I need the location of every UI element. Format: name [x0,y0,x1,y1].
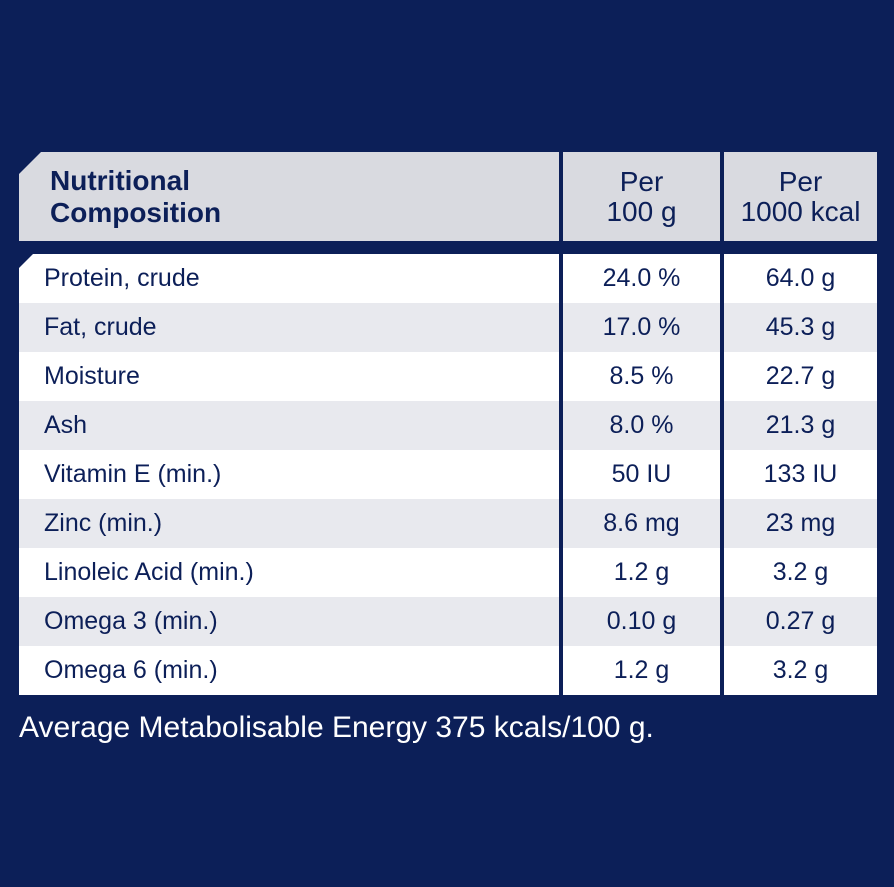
value-per-1000kcal: 3.2 g [724,646,877,695]
header-nutritional-composition: Nutritional Composition [19,152,559,241]
value-per-1000kcal: 3.2 g [724,548,877,597]
table-row: Fat, crude 17.0 % 45.3 g [19,303,877,352]
table-row: Ash 8.0 % 21.3 g [19,401,877,450]
value-per-1000kcal: 0.27 g [724,597,877,646]
value-per-100g: 8.5 % [563,352,720,401]
value-per-100g: 24.0 % [563,254,720,303]
nutrient-name: Omega 6 (min.) [19,646,559,695]
nutrient-name: Vitamin E (min.) [19,450,559,499]
nutrient-name: Zinc (min.) [19,499,559,548]
table-row: Protein, crude 24.0 % 64.0 g [19,254,877,303]
nutrient-name: Ash [19,401,559,450]
table-row: Omega 3 (min.) 0.10 g 0.27 g [19,597,877,646]
value-per-1000kcal: 64.0 g [724,254,877,303]
header-per-100g: Per 100 g [563,152,720,241]
header-col1-line2: 100 g [606,195,677,227]
value-per-100g: 17.0 % [563,303,720,352]
value-per-1000kcal: 45.3 g [724,303,877,352]
value-per-1000kcal: 21.3 g [724,401,877,450]
table-row: Linoleic Acid (min.) 1.2 g 3.2 g [19,548,877,597]
table-row: Omega 6 (min.) 1.2 g 3.2 g [19,646,877,695]
table-row: Moisture 8.5 % 22.7 g [19,352,877,401]
header-label-line1: Nutritional [50,164,190,196]
value-per-100g: 50 IU [563,450,720,499]
table-row: Zinc (min.) 8.6 mg 23 mg [19,499,877,548]
value-per-100g: 8.0 % [563,401,720,450]
nutrient-name: Protein, crude [19,254,559,303]
value-per-100g: 1.2 g [563,646,720,695]
table-header-row: Nutritional Composition Per 100 g Per 10… [19,152,877,241]
value-per-100g: 8.6 mg [563,499,720,548]
value-per-1000kcal: 22.7 g [724,352,877,401]
nutrient-name: Omega 3 (min.) [19,597,559,646]
value-per-100g: 0.10 g [563,597,720,646]
energy-footnote: Average Metabolisable Energy 375 kcals/1… [19,711,654,744]
value-per-100g: 1.2 g [563,548,720,597]
nutrient-name: Moisture [19,352,559,401]
nutrition-table: Nutritional Composition Per 100 g Per 10… [19,152,877,695]
nutrient-name: Fat, crude [19,303,559,352]
table-row: Vitamin E (min.) 50 IU 133 IU [19,450,877,499]
header-col2-line1: Per [778,165,823,197]
header-col1-line1: Per [619,165,664,197]
header-label-line2: Composition [50,196,222,228]
value-per-1000kcal: 23 mg [724,499,877,548]
value-per-1000kcal: 133 IU [724,450,877,499]
nutrient-name: Linoleic Acid (min.) [19,548,559,597]
header-per-1000kcal: Per 1000 kcal [724,152,877,241]
header-col2-line2: 1000 kcal [740,195,861,227]
table-body: Protein, crude 24.0 % 64.0 g Fat, crude … [19,254,877,695]
